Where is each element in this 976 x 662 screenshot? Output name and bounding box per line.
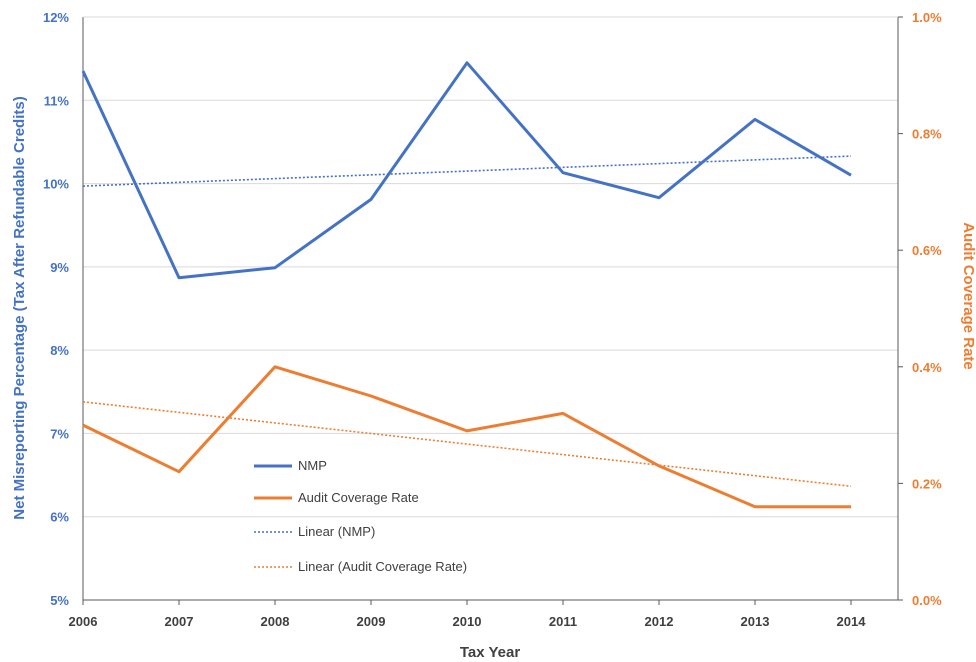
left-tick-label: 9% — [50, 260, 69, 275]
series-line-nmp — [81, 61, 852, 280]
series-layer — [81, 61, 852, 509]
right-tick-label: 0.0% — [912, 593, 942, 608]
right-tick-label: 0.4% — [912, 360, 942, 375]
x-tick-label: 2008 — [261, 614, 290, 629]
left-tick-label: 5% — [50, 593, 69, 608]
x-tick-label: 2013 — [741, 614, 770, 629]
x-axis-ticks: 2006 2007 2008 2009 2010 2011 2012 2013 2014 — [69, 600, 867, 629]
left-tick-label: 12% — [43, 10, 69, 25]
left-tick-label: 7% — [50, 426, 69, 441]
right-tick-label: 0.6% — [912, 243, 942, 258]
legend-label-audit: Audit Coverage Rate — [298, 490, 419, 505]
x-axis-title: Tax Year — [460, 644, 520, 661]
right-axis-title: Audit Coverage Rate — [960, 222, 976, 370]
left-tick-label: 8% — [50, 343, 69, 358]
x-tick-label: 2014 — [837, 614, 867, 629]
left-tick-label: 11% — [44, 93, 70, 108]
axes — [82, 16, 899, 601]
left-axis-ticks: 5% 6% 7% 8% 9% 10% 11% 12% — [43, 10, 69, 608]
series-line-linear-nmp — [82, 155, 852, 187]
right-tick-label: 1.0% — [912, 10, 942, 25]
left-tick-label: 6% — [50, 510, 69, 525]
legend-label-nmp: NMP — [298, 458, 327, 473]
x-tick-label: 2006 — [69, 614, 98, 629]
left-tick-label: 10% — [43, 177, 69, 192]
right-tick-label: 0.2% — [912, 476, 942, 491]
right-tick-label: 0.8% — [912, 127, 942, 142]
x-tick-label: 2009 — [357, 614, 386, 629]
legend-label-linear-nmp: Linear (NMP) — [298, 524, 375, 539]
series-line-audit-coverage-rate — [82, 365, 851, 509]
x-tick-label: 2010 — [453, 614, 482, 629]
legend-label-linear-audit: Linear (Audit Coverage Rate) — [298, 559, 467, 574]
left-axis-title: Net Misreporting Percentage (Tax After R… — [11, 96, 28, 519]
right-axis-ticks: 0.0% 0.2% 0.4% 0.6% 0.8% 1.0% — [898, 10, 942, 608]
x-tick-label: 2011 — [549, 614, 577, 629]
series-line-linear-audit-coverage-rate — [82, 401, 852, 488]
legend: NMP Audit Coverage Rate Linear (NMP) Lin… — [254, 458, 467, 574]
x-tick-label: 2007 — [165, 614, 194, 629]
x-tick-label: 2012 — [645, 614, 674, 629]
